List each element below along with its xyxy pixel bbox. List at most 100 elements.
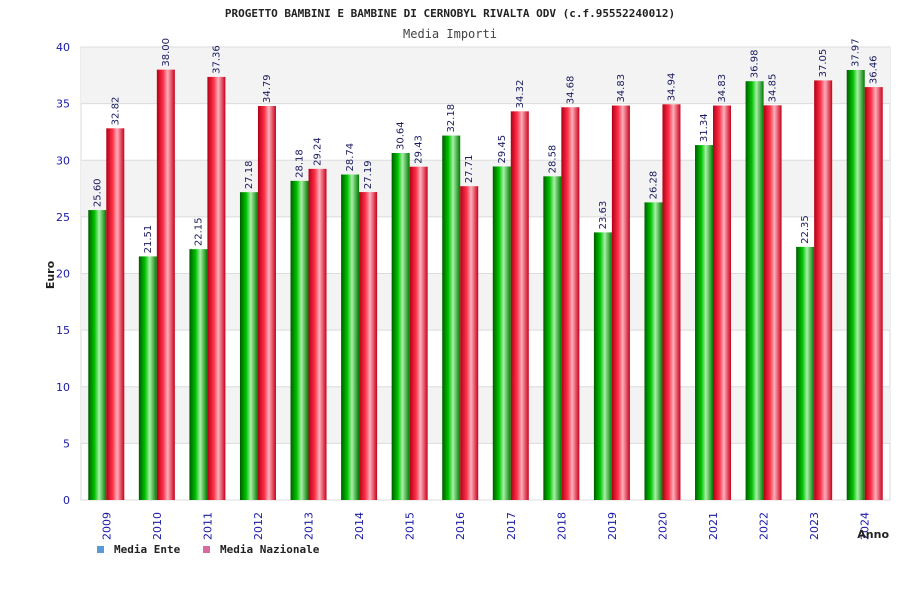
bar-media-ente-2021 xyxy=(695,145,714,500)
x-tick-label: 2024 xyxy=(859,512,872,540)
data-label: 30.64 xyxy=(396,121,407,150)
x-tick-label: 2020 xyxy=(656,512,669,540)
data-label: 38.00 xyxy=(161,38,172,67)
legend-swatch-media-ente xyxy=(97,546,104,553)
bar-media-nazionale-2022 xyxy=(763,105,782,500)
bar-media-nazionale-2017 xyxy=(510,111,529,501)
bar-media-ente-2014 xyxy=(341,174,360,500)
y-tick-label: 40 xyxy=(56,41,70,54)
data-label: 22.15 xyxy=(193,218,204,247)
bar-media-nazionale-2009 xyxy=(106,128,125,500)
bar-media-nazionale-2020 xyxy=(662,104,681,500)
x-tick-label: 2023 xyxy=(808,512,821,540)
x-tick-label: 2021 xyxy=(707,512,720,540)
bar-media-nazionale-2023 xyxy=(814,80,833,500)
data-label: 32.82 xyxy=(110,97,121,126)
y-tick-label: 10 xyxy=(56,381,70,394)
data-label: 25.60 xyxy=(92,178,103,207)
x-tick-label: 2013 xyxy=(303,512,316,540)
data-label: 34.68 xyxy=(565,76,576,105)
legend-label-media-nazionale: Media Nazionale xyxy=(220,543,320,556)
bar-media-ente-2017 xyxy=(492,166,511,500)
y-tick-label: 30 xyxy=(56,154,70,167)
bar-media-nazionale-2015 xyxy=(409,166,428,500)
bar-media-nazionale-2021 xyxy=(713,105,732,501)
x-tick-label: 2009 xyxy=(100,512,113,540)
data-label: 34.94 xyxy=(666,73,677,102)
data-label: 37.97 xyxy=(851,38,862,67)
x-tick-label: 2015 xyxy=(404,512,417,540)
y-tick-label: 5 xyxy=(63,437,70,450)
y-tick-label: 25 xyxy=(56,211,70,224)
bar-media-ente-2016 xyxy=(442,135,461,500)
bar-media-nazionale-2024 xyxy=(864,87,883,500)
x-tick-label: 2010 xyxy=(151,512,164,540)
data-label: 37.05 xyxy=(818,49,829,78)
data-label: 28.74 xyxy=(345,143,356,172)
data-label: 27.18 xyxy=(244,161,255,190)
legend-label-media-ente: Media Ente xyxy=(114,543,181,556)
bar-media-nazionale-2013 xyxy=(308,168,327,500)
bar-media-ente-2015 xyxy=(391,153,410,500)
bar-media-ente-2010 xyxy=(138,256,157,500)
data-label: 34.85 xyxy=(768,74,779,103)
x-tick-label: 2022 xyxy=(758,512,771,540)
bar-media-nazionale-2012 xyxy=(257,106,276,501)
data-label: 36.46 xyxy=(869,55,880,84)
data-label: 28.18 xyxy=(295,149,306,178)
data-label: 34.83 xyxy=(616,74,627,103)
legend-swatch-media-nazionale xyxy=(203,546,210,553)
bars xyxy=(88,69,883,501)
data-label: 34.83 xyxy=(717,74,728,103)
y-tick-label: 0 xyxy=(63,494,70,507)
data-label: 29.24 xyxy=(313,137,324,166)
x-tick-label: 2011 xyxy=(201,512,214,540)
legend: Media Ente Media Nazionale xyxy=(97,543,320,556)
bar-media-ente-2012 xyxy=(239,192,258,500)
y-tick-label: 15 xyxy=(56,324,70,337)
data-label: 23.63 xyxy=(598,201,609,230)
bar-media-nazionale-2018 xyxy=(561,107,580,501)
bar-media-ente-2020 xyxy=(644,202,663,500)
x-tick-label: 2014 xyxy=(353,512,366,540)
x-axis-ticks: 2009 2010 2011 2012 2013 2014 2015 2016 2017 2018… xyxy=(100,512,871,540)
data-label: 22.35 xyxy=(800,215,811,244)
data-label: 26.28 xyxy=(648,171,659,200)
bar-media-ente-2011 xyxy=(189,249,208,500)
data-label: 31.34 xyxy=(699,113,710,142)
chart-subtitle: Media Importi xyxy=(403,27,497,41)
bar-media-nazionale-2014 xyxy=(359,192,378,501)
y-tick-label: 20 xyxy=(56,268,70,281)
x-tick-label: 2017 xyxy=(505,512,518,540)
x-tick-label: 2012 xyxy=(252,512,265,540)
data-label: 29.43 xyxy=(414,135,425,164)
data-label: 34.79 xyxy=(262,74,273,103)
bar-media-ente-2024 xyxy=(846,69,865,501)
bar-media-nazionale-2016 xyxy=(460,186,479,500)
y-axis-ticks: 0 5 10 15 20 25 30 35 40 xyxy=(56,41,70,507)
bar-media-ente-2009 xyxy=(88,210,107,500)
y-axis-label: Euro xyxy=(44,260,57,289)
x-tick-label: 2018 xyxy=(555,512,568,540)
data-label: 27.71 xyxy=(464,155,475,184)
bar-media-ente-2022 xyxy=(745,81,764,500)
bar-media-nazionale-2019 xyxy=(611,105,630,501)
bar-media-nazionale-2010 xyxy=(156,69,175,501)
x-tick-label: 2016 xyxy=(454,512,467,540)
data-label: 29.45 xyxy=(497,135,508,164)
y-tick-label: 35 xyxy=(56,98,70,111)
x-axis-label: Anno xyxy=(857,528,889,541)
data-label: 32.18 xyxy=(446,104,457,133)
data-label: 21.51 xyxy=(143,225,154,254)
data-label: 28.58 xyxy=(547,145,558,174)
data-labels: 25.60 32.82 21.51 38.00 22.15 37.36 27.18 34.79… xyxy=(92,38,879,253)
data-label: 34.32 xyxy=(515,80,526,109)
bar-media-ente-2018 xyxy=(543,176,562,501)
data-label: 37.36 xyxy=(211,45,222,74)
bar-media-nazionale-2011 xyxy=(207,76,226,500)
bar-media-ente-2013 xyxy=(290,180,309,500)
data-label: 27.19 xyxy=(363,160,374,189)
bar-media-ente-2019 xyxy=(593,232,612,500)
data-label: 36.98 xyxy=(750,50,761,79)
